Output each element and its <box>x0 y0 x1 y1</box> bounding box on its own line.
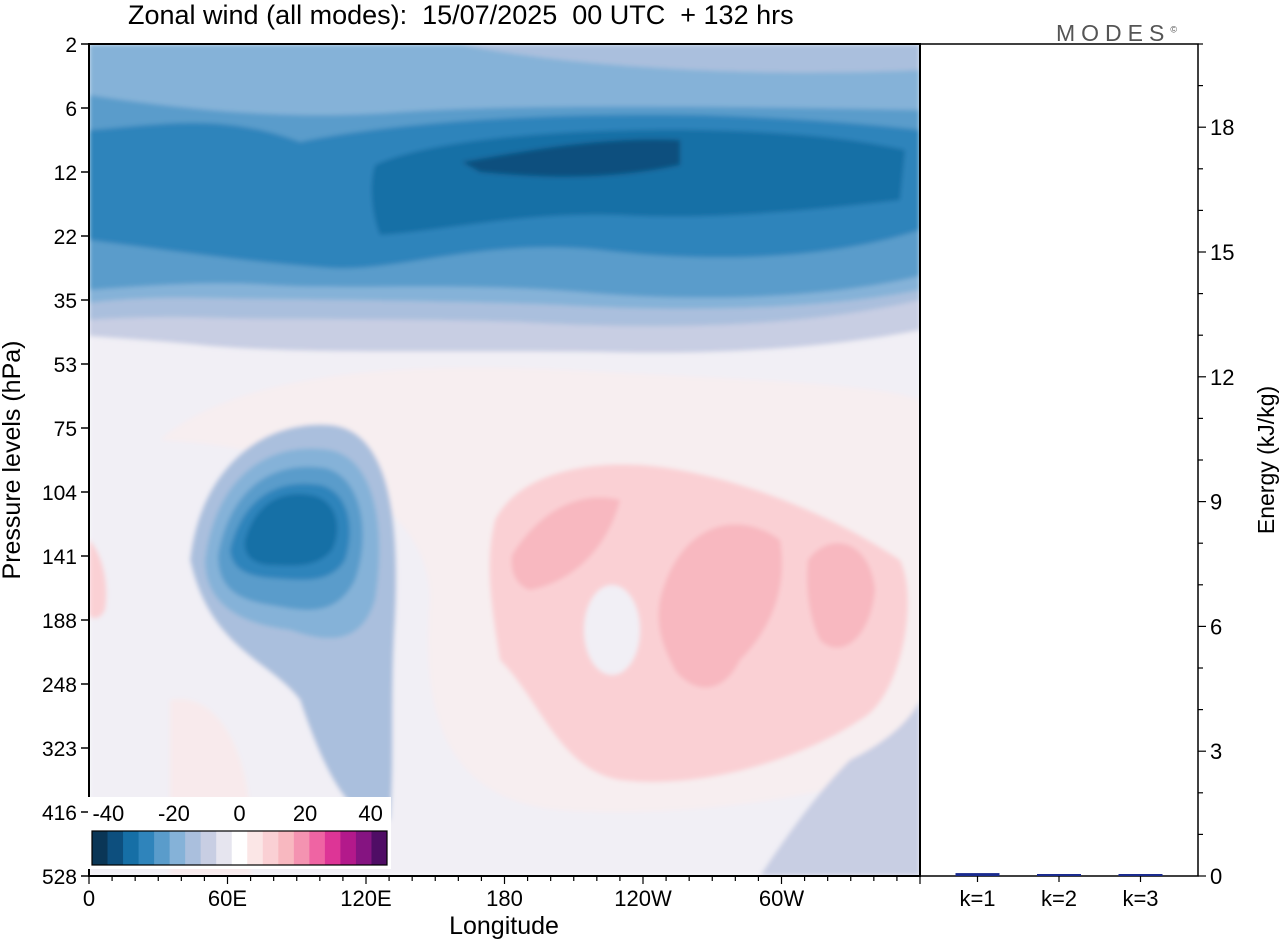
energy-panel-frame <box>919 43 1199 877</box>
colorbar-swatch <box>123 831 140 865</box>
pressure-axis: 2 6 12 22 35 53 75 104 141 188 248 323 416 528 <box>42 34 89 889</box>
pressure-tick-label: 141 <box>42 546 77 569</box>
energy-bar <box>1037 874 1081 876</box>
colorbar-swatch <box>200 831 217 865</box>
chart-title: Zonal wind (all modes): 15/07/2025 00 UT… <box>128 0 794 30</box>
bar-label: k=2 <box>1041 886 1077 911</box>
colorbar-tick-label: 0 <box>233 801 245 826</box>
pressure-tick-label: 22 <box>54 226 77 249</box>
pressure-tick-label: 248 <box>42 674 77 697</box>
y-axis-label: Pressure levels (hPa) <box>0 341 26 580</box>
colorbar-swatch <box>138 831 155 865</box>
energy-bar <box>1118 874 1163 876</box>
copyright-mark: © <box>1170 24 1177 35</box>
colorbar-frame <box>91 830 388 866</box>
colorbar-swatch <box>231 831 248 865</box>
longitude-tick-label: 180 <box>486 886 523 911</box>
pressure-tick-label: 188 <box>42 610 77 633</box>
modes-logo: MODES© <box>1056 20 1177 47</box>
colorbar-swatch <box>340 831 357 865</box>
colorbar-tick-label: -20 <box>158 801 190 826</box>
colorbar-swatch <box>216 831 233 865</box>
field-east-edge <box>760 700 920 876</box>
pressure-tick-label: 528 <box>42 866 77 889</box>
energy-tick-label: 12 <box>1210 365 1234 390</box>
colorbar-swatch <box>371 831 388 865</box>
colorbar-swatch <box>278 831 295 865</box>
pressure-tick-label: 416 <box>42 802 77 825</box>
energy-axis: 0 3 6 9 12 15 18 <box>1198 43 1234 889</box>
pressure-tick-label: 2 <box>65 34 77 57</box>
colorbar-swatch <box>324 831 341 865</box>
pressure-tick-label: 104 <box>42 482 77 505</box>
longitude-axis: 0 60E 120E 180 120W 60W <box>83 876 921 911</box>
colorbar-swatch <box>309 831 326 865</box>
longitude-tick-label: 0 <box>83 886 95 911</box>
colorbar-swatch <box>185 831 202 865</box>
colorbar-swatch <box>154 831 171 865</box>
bar-label: k=3 <box>1122 886 1158 911</box>
colorbar-swatch <box>262 831 279 865</box>
pressure-tick-label: 75 <box>54 418 77 441</box>
x-axis-label: Longitude <box>449 912 559 940</box>
logo-text: MODES <box>1056 20 1171 46</box>
energy-bars: k=1 k=2 k=3 <box>955 873 1163 911</box>
field-west-band-4 <box>807 543 875 648</box>
field-blue-band-6 <box>462 139 680 177</box>
pressure-tick-label: 12 <box>54 162 77 185</box>
field-pink-edge <box>89 540 107 619</box>
colorbar-swatch <box>355 831 372 865</box>
colorbar-swatch <box>293 831 310 865</box>
energy-tick-label: 0 <box>1210 864 1222 889</box>
colorbar-swatch <box>92 831 109 865</box>
longitude-tick-label: 60E <box>208 886 247 911</box>
energy-tick-label: 3 <box>1210 739 1222 764</box>
pressure-tick-label: 35 <box>54 290 77 313</box>
heatmap-field <box>89 44 920 876</box>
field-jet-core <box>244 494 338 566</box>
longitude-tick-label: 60W <box>759 886 804 911</box>
pressure-tick-label: 323 <box>42 738 77 761</box>
colorbar-swatch <box>247 831 264 865</box>
colorbar-tick-label: 40 <box>358 801 382 826</box>
energy-axis-label: Energy (kJ/kg) <box>1253 386 1279 534</box>
energy-tick-label: 15 <box>1210 240 1234 265</box>
colorbar-tick-label: 20 <box>293 801 317 826</box>
field-gap <box>584 585 640 675</box>
colorbar: -40 -20 0 20 40 <box>88 797 391 869</box>
field-west-band-2 <box>511 497 620 590</box>
pressure-tick-label: 6 <box>65 98 77 121</box>
longitude-tick-label: 120W <box>614 886 672 911</box>
energy-tick-label: 9 <box>1210 490 1222 515</box>
longitude-tick-label: 120E <box>340 886 391 911</box>
energy-bar <box>955 873 1000 876</box>
energy-tick-label: 6 <box>1210 614 1222 639</box>
pressure-tick-label: 53 <box>54 354 77 377</box>
bar-label: k=1 <box>959 886 995 911</box>
colorbar-swatch <box>169 831 186 865</box>
colorbar-tick-label: -40 <box>92 801 124 826</box>
field-west-band-3 <box>658 524 782 688</box>
colorbar-swatch <box>107 831 124 865</box>
energy-tick-label: 18 <box>1210 115 1234 140</box>
